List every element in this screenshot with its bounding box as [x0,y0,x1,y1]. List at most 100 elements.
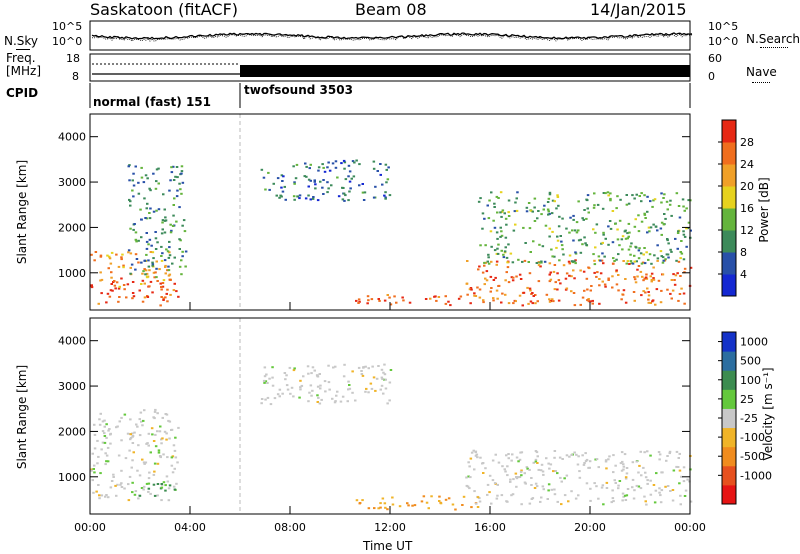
scatter-point [177,426,180,429]
scatter-point [527,202,531,204]
scatter-point [645,273,648,276]
x-tick-label: 12:00 [374,521,406,534]
scatter-point [367,299,370,302]
scatter-point [372,160,376,163]
scatter-point [177,295,180,298]
scatter-point [468,487,471,490]
colorbar-segment [722,142,736,165]
scatter-point [344,178,348,181]
scatter-point [140,218,143,221]
scatter-point [474,454,478,457]
scatter-point [599,272,603,275]
scatter-point [555,207,558,210]
scatter-point [489,290,492,293]
scatter-point [514,201,517,204]
scatter-point [649,275,652,278]
scatter-point [487,256,490,259]
scatter-point [331,162,335,165]
scatter-point [105,301,108,304]
scatter-point [466,485,470,488]
scatter-point [321,186,324,189]
scatter-point [626,232,629,235]
scatter-point [168,420,172,423]
scatter-point [504,470,507,473]
scatter-point [659,227,663,230]
scatter-point [122,284,126,286]
scatter-point [170,456,174,459]
scatter-point [550,212,554,215]
scatter-point [165,475,169,478]
scatter-point [121,253,124,256]
scatter-point [379,506,382,509]
scatter-point [346,400,349,403]
scatter-point [633,299,636,302]
scatter-point [611,210,615,212]
scatter-point [135,423,138,426]
scatter-point [148,269,151,272]
scatter-point [160,486,164,489]
scatter-point [607,225,610,228]
scatter-point [553,456,556,459]
scatter-point [131,292,135,294]
scatter-point [561,217,564,220]
scatter-point [154,433,157,436]
scatter-point [653,501,657,504]
x-tick-label: 16:00 [474,521,506,534]
scatter-point [366,295,370,298]
scatter-point [108,428,111,430]
scatter-point [293,198,296,201]
scatter-point [377,298,380,300]
scatter-point [585,482,589,485]
scatter-point [159,425,162,428]
scatter-point [90,286,94,289]
scatter-point [95,490,98,493]
scatter-point [157,167,160,170]
scatter-point [644,217,647,219]
scatter-point [535,262,539,264]
scatter-point [158,455,162,457]
scatter-point [347,164,351,167]
scatter-point [169,293,172,296]
scatter-point [180,165,184,168]
scatter-point [640,192,643,195]
scatter-point [476,286,479,289]
scatter-point [551,298,554,301]
x-tick-label: 00:00 [74,521,106,534]
scatter-point [156,483,160,485]
scatter-point [93,433,97,436]
scatter-point [528,227,532,230]
scatter-point [644,471,647,474]
scatter-point [649,200,652,203]
scatter-point [583,462,586,464]
scatter-point [134,253,138,256]
scatter-point [388,381,392,384]
scatter-point [523,481,527,484]
scatter-point [516,191,519,194]
scatter-point [578,476,582,479]
scatter-point [97,302,100,305]
scatter-point [631,486,634,489]
scatter-point [537,210,540,212]
scatter-point [353,161,356,164]
scatter-point [152,473,156,476]
velocity-scatter [90,363,693,511]
scatter-point [142,485,146,488]
scatter-point [652,266,655,269]
scatter-point [160,499,163,502]
scatter-point [103,425,106,428]
scatter-point [117,454,121,457]
scatter-point [370,298,374,301]
scatter-point [322,179,325,181]
scatter-point [620,451,624,454]
scatter-point [675,465,678,468]
scatter-point [548,300,552,303]
scatter-point [505,223,508,226]
scatter-point [183,230,187,233]
scatter-point [381,497,385,500]
scatter-point [643,213,647,216]
scatter-point [162,453,165,456]
scatter-point [334,160,338,163]
scatter-point [171,262,174,265]
scatter-point [677,457,680,459]
scatter-point [669,292,672,295]
